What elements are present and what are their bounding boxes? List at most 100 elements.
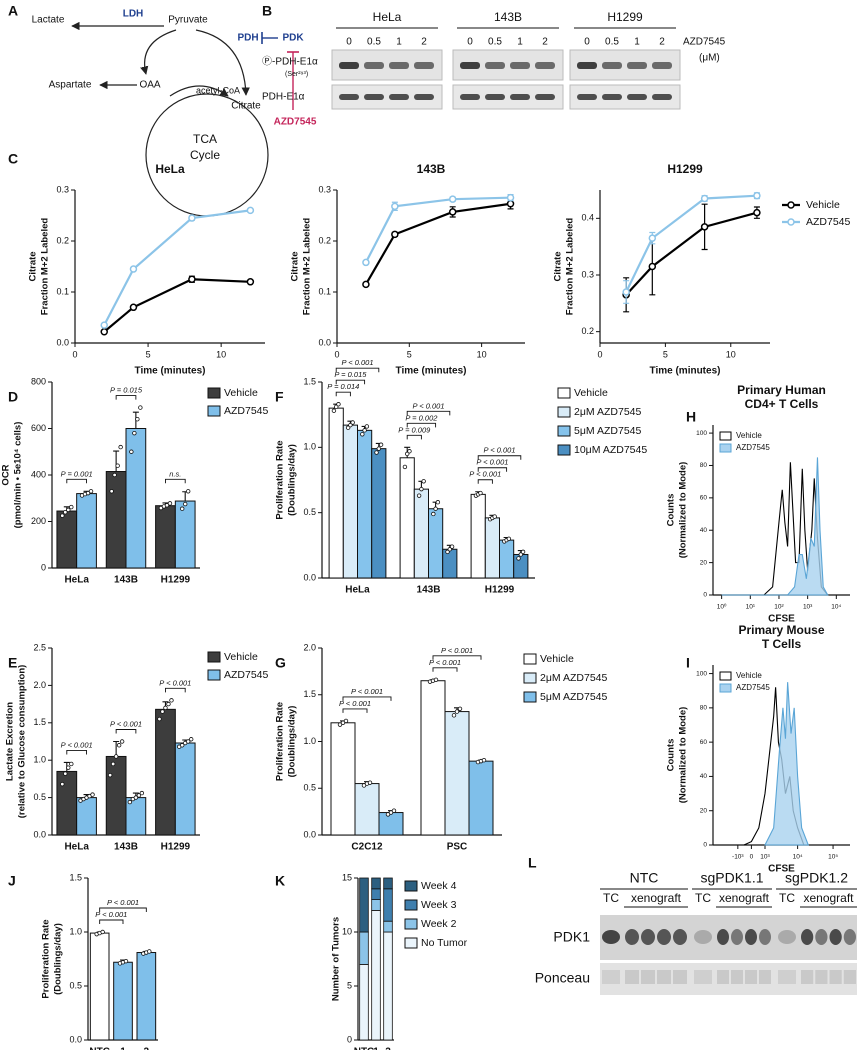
- legend-label: 5μM AZD7545: [574, 425, 641, 437]
- panel-label: H: [686, 409, 696, 425]
- band: [815, 929, 828, 945]
- data-point: [182, 501, 188, 507]
- dose-label: 0.5: [367, 37, 381, 48]
- panel-label: L: [528, 855, 537, 871]
- band: [829, 929, 842, 945]
- x-axis-label: Time (minutes): [650, 366, 721, 377]
- chart: C 0.0 0.1 0.2 0.3 0 5 10 Time (minutes): [8, 151, 265, 377]
- histogram-curve: [764, 682, 810, 846]
- comparison-bracket: [406, 410, 451, 416]
- marker: [700, 223, 709, 231]
- band: [485, 62, 505, 69]
- band: [577, 94, 597, 100]
- bar-segment: [359, 931, 369, 965]
- bar: [76, 493, 97, 569]
- data-point: [109, 489, 114, 494]
- band: [602, 930, 620, 944]
- y-tick-label: 0.0: [303, 572, 316, 582]
- band: [602, 62, 622, 69]
- y-tick-label: 0: [703, 842, 707, 849]
- bar: [354, 783, 380, 836]
- x-tick-label: 0: [750, 854, 754, 861]
- bar-segment: [371, 888, 381, 900]
- band: [717, 929, 729, 945]
- legend-label: Vehicle: [806, 199, 840, 211]
- dose-label: 1: [634, 37, 640, 48]
- data-point: [63, 510, 68, 515]
- bar: [413, 488, 429, 579]
- data-point: [115, 463, 120, 468]
- x-tick-label: H1299: [485, 585, 515, 596]
- band: [602, 94, 622, 100]
- comparison-label: P < 0.001: [339, 699, 371, 708]
- node-label: Citrate: [231, 101, 261, 112]
- bar: [442, 548, 458, 579]
- bar: [174, 500, 196, 569]
- x-tick-label: 2: [385, 1047, 391, 1050]
- x-tick-label: 143B: [417, 585, 441, 596]
- comparison-bracket: [342, 696, 392, 701]
- y-tick-label: 0.0: [69, 1034, 82, 1044]
- panel-label: D: [8, 389, 18, 405]
- legend-swatch: [787, 201, 795, 209]
- x-tick-label: 143B: [114, 842, 138, 853]
- series-line: [364, 196, 511, 263]
- bar: [420, 680, 446, 836]
- bar: [174, 742, 196, 836]
- y-tick-label: 40: [700, 773, 708, 780]
- marker: [448, 208, 457, 216]
- band: [460, 62, 480, 69]
- legend-swatch: [404, 918, 418, 930]
- chart-title: 143B: [417, 162, 446, 176]
- data-point: [167, 501, 173, 506]
- y-axis-label: Fraction M+2 Labeled: [565, 218, 576, 316]
- data-point: [433, 677, 439, 682]
- y-tick-label: 600: [31, 423, 46, 433]
- y-tick-label: 0.5: [33, 792, 46, 802]
- data-point: [90, 792, 95, 797]
- series-line: [103, 209, 251, 326]
- band: [627, 62, 647, 69]
- bar: [125, 428, 147, 569]
- comparison-bracket: [335, 367, 380, 373]
- marker: [100, 328, 108, 336]
- bar-segment: [383, 920, 393, 933]
- data-point: [376, 446, 381, 451]
- y-tick-label: 5: [347, 980, 352, 990]
- x-tick-label: 10³: [803, 604, 813, 611]
- data-point: [179, 743, 185, 748]
- comparison-bracket: [66, 749, 87, 755]
- x-tick-label: HeLa: [345, 585, 370, 596]
- chart: H 0 20 40 60 80 100 10⁰ 10¹ 10² 10³ 10⁴ CFSE Vehicle A…: [686, 409, 850, 625]
- panel-label: F: [275, 389, 284, 405]
- chart: 0.2 0.3 0.4 0 5 10 Time (minutes) Vehicle AZD754…: [581, 190, 851, 377]
- marker: [506, 200, 515, 208]
- lane-label: TC: [779, 891, 795, 905]
- y-axis-label: Proliferation Rate: [41, 919, 52, 998]
- y-tick-label: 0.3: [56, 184, 69, 194]
- band: [510, 94, 530, 100]
- bar: [342, 424, 358, 579]
- band: [673, 970, 687, 984]
- data-point: [116, 743, 122, 748]
- legend-swatch: [719, 671, 732, 681]
- data-point: [60, 513, 65, 518]
- y-tick-label: 1.0: [33, 755, 46, 765]
- node-label: Lactate: [32, 15, 65, 26]
- comparison-label: P < 0.001: [95, 910, 127, 919]
- arrow: [195, 29, 250, 96]
- legend-label: Vehicle: [224, 387, 258, 399]
- y-tick-label: 15: [342, 872, 352, 882]
- y-tick-label: 400: [31, 469, 46, 479]
- y-tick-label: 0: [41, 562, 46, 572]
- y-tick-label: 20: [700, 559, 708, 566]
- series-line: [625, 211, 758, 296]
- marker: [246, 206, 255, 215]
- legend-label: 5μM AZD7545: [540, 691, 607, 703]
- comparison-bracket: [335, 391, 351, 397]
- data-point: [331, 408, 337, 413]
- comparison-label: P = 0.009: [398, 425, 431, 434]
- marker: [188, 214, 196, 222]
- y-tick-label: 0.5: [303, 783, 316, 793]
